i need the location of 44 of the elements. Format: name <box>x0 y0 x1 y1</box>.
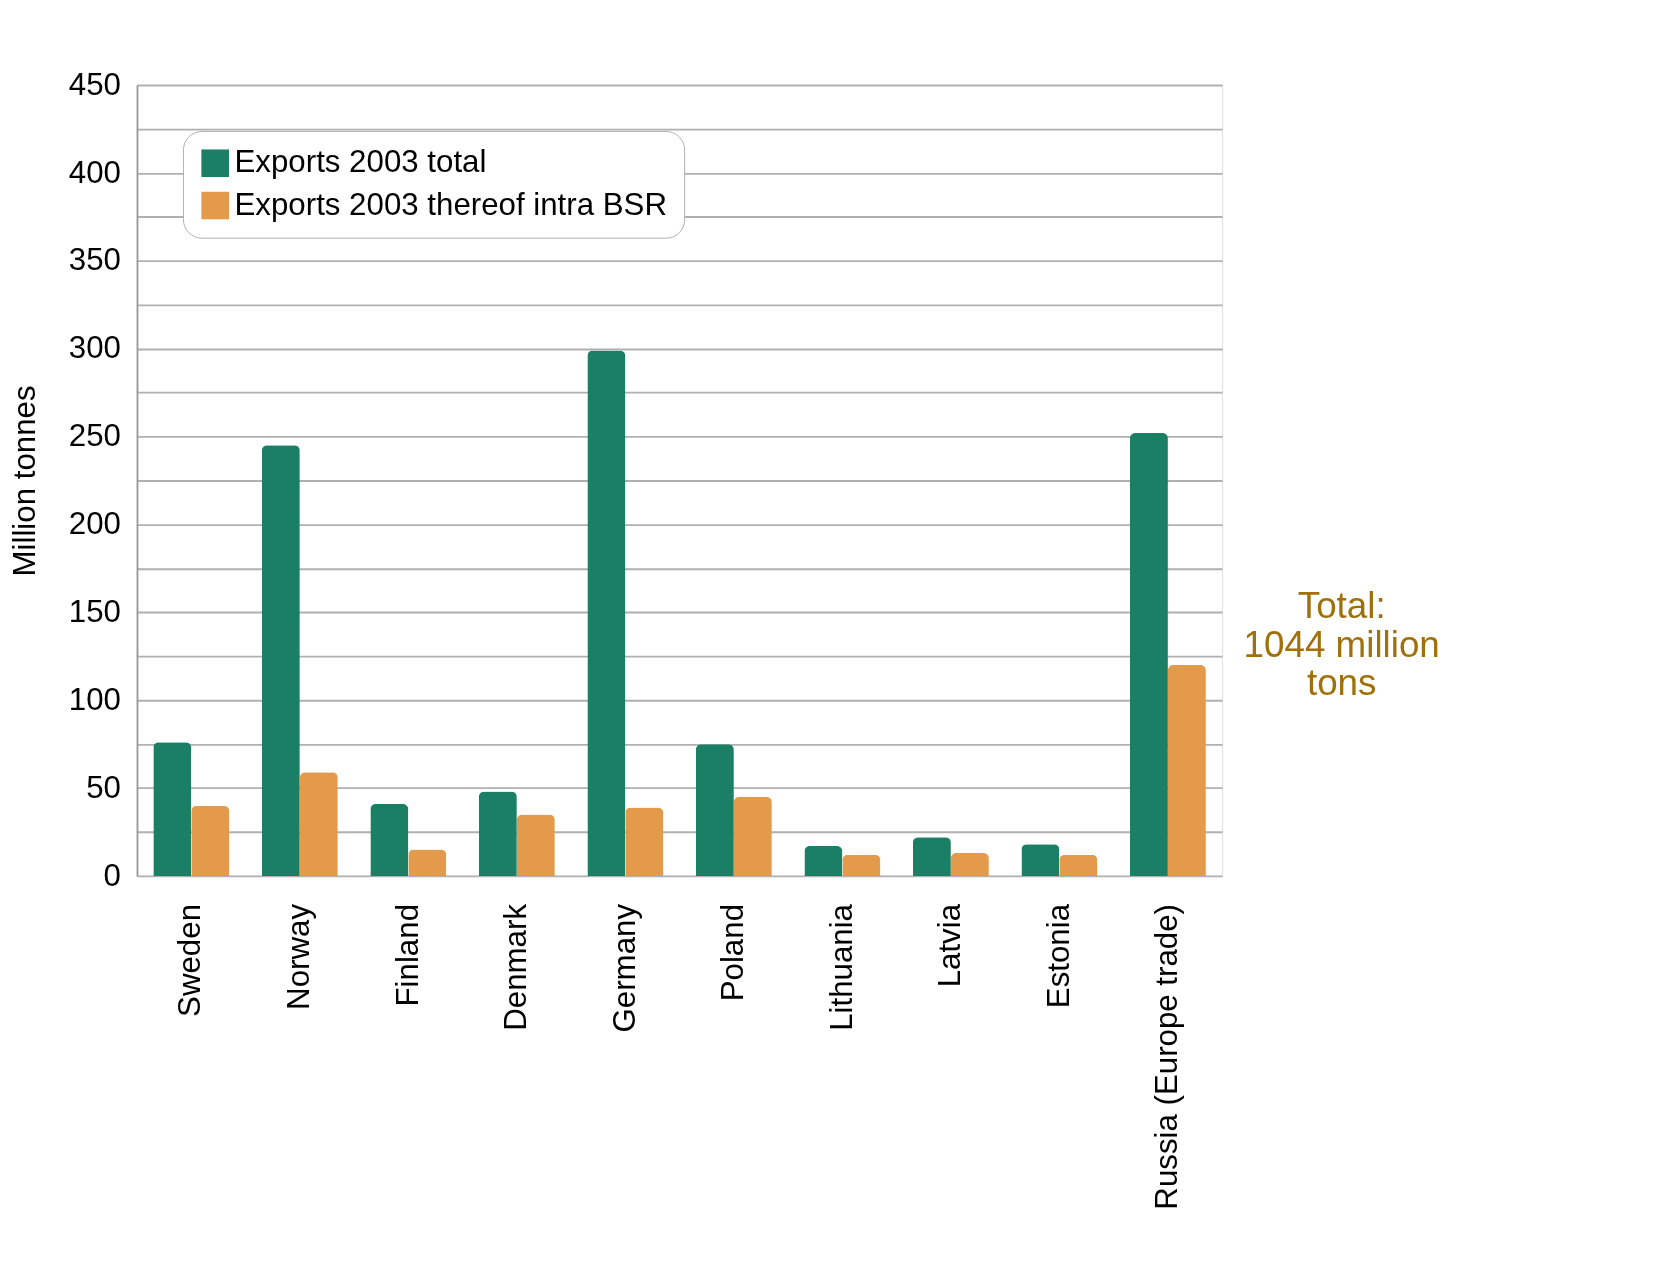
y-tick-label: 350 <box>68 242 121 278</box>
y-tick-label: 100 <box>68 681 121 717</box>
bar <box>912 837 951 876</box>
x-tick-label: Denmark <box>498 903 534 1031</box>
bar <box>299 772 338 876</box>
bar <box>842 854 881 876</box>
bar <box>370 803 409 876</box>
x-tick-label: Sweden <box>172 903 208 1017</box>
y-tick-label: 50 <box>86 769 121 805</box>
bar <box>1021 844 1060 876</box>
bar <box>1129 433 1168 876</box>
y-tick-label: 450 <box>68 66 121 102</box>
y-tick-label: 0 <box>103 857 121 893</box>
x-tick-label: Russia (Europe trade) <box>1149 903 1185 1210</box>
legend-label: Exports 2003 total <box>234 144 487 180</box>
bar <box>733 796 772 876</box>
x-tick-label: Latvia <box>932 903 968 988</box>
x-tick-label: Poland <box>715 903 751 1002</box>
y-tick-label: 250 <box>68 418 121 454</box>
y-tick-label: 300 <box>68 330 121 366</box>
x-tick-label: Germany <box>606 903 642 1033</box>
bar <box>408 849 447 876</box>
text: Total: 1044 million tons <box>1243 585 1440 704</box>
bar <box>950 853 989 876</box>
y-tick-label: 400 <box>68 154 121 190</box>
bar <box>1167 665 1206 876</box>
x-tick-label: Norway <box>280 903 316 1010</box>
bar <box>625 807 664 876</box>
bar <box>153 742 192 876</box>
bar <box>804 846 843 876</box>
y-tick-label: 200 <box>68 506 121 542</box>
y-tick-label: 150 <box>68 593 121 629</box>
x-tick-label: Estonia <box>1040 903 1076 1009</box>
y-axis-title: Million tonnes <box>6 385 42 577</box>
bar <box>191 805 230 876</box>
x-tick-label: Finland <box>389 903 425 1007</box>
bar <box>516 814 555 876</box>
bar <box>478 791 517 876</box>
bar <box>1059 854 1098 876</box>
x-tick-label: Lithuania <box>823 903 859 1031</box>
legend-label: Exports 2003 thereof intra BSR <box>234 186 668 222</box>
bar <box>695 744 734 876</box>
bar <box>587 350 626 876</box>
bar <box>261 445 300 876</box>
